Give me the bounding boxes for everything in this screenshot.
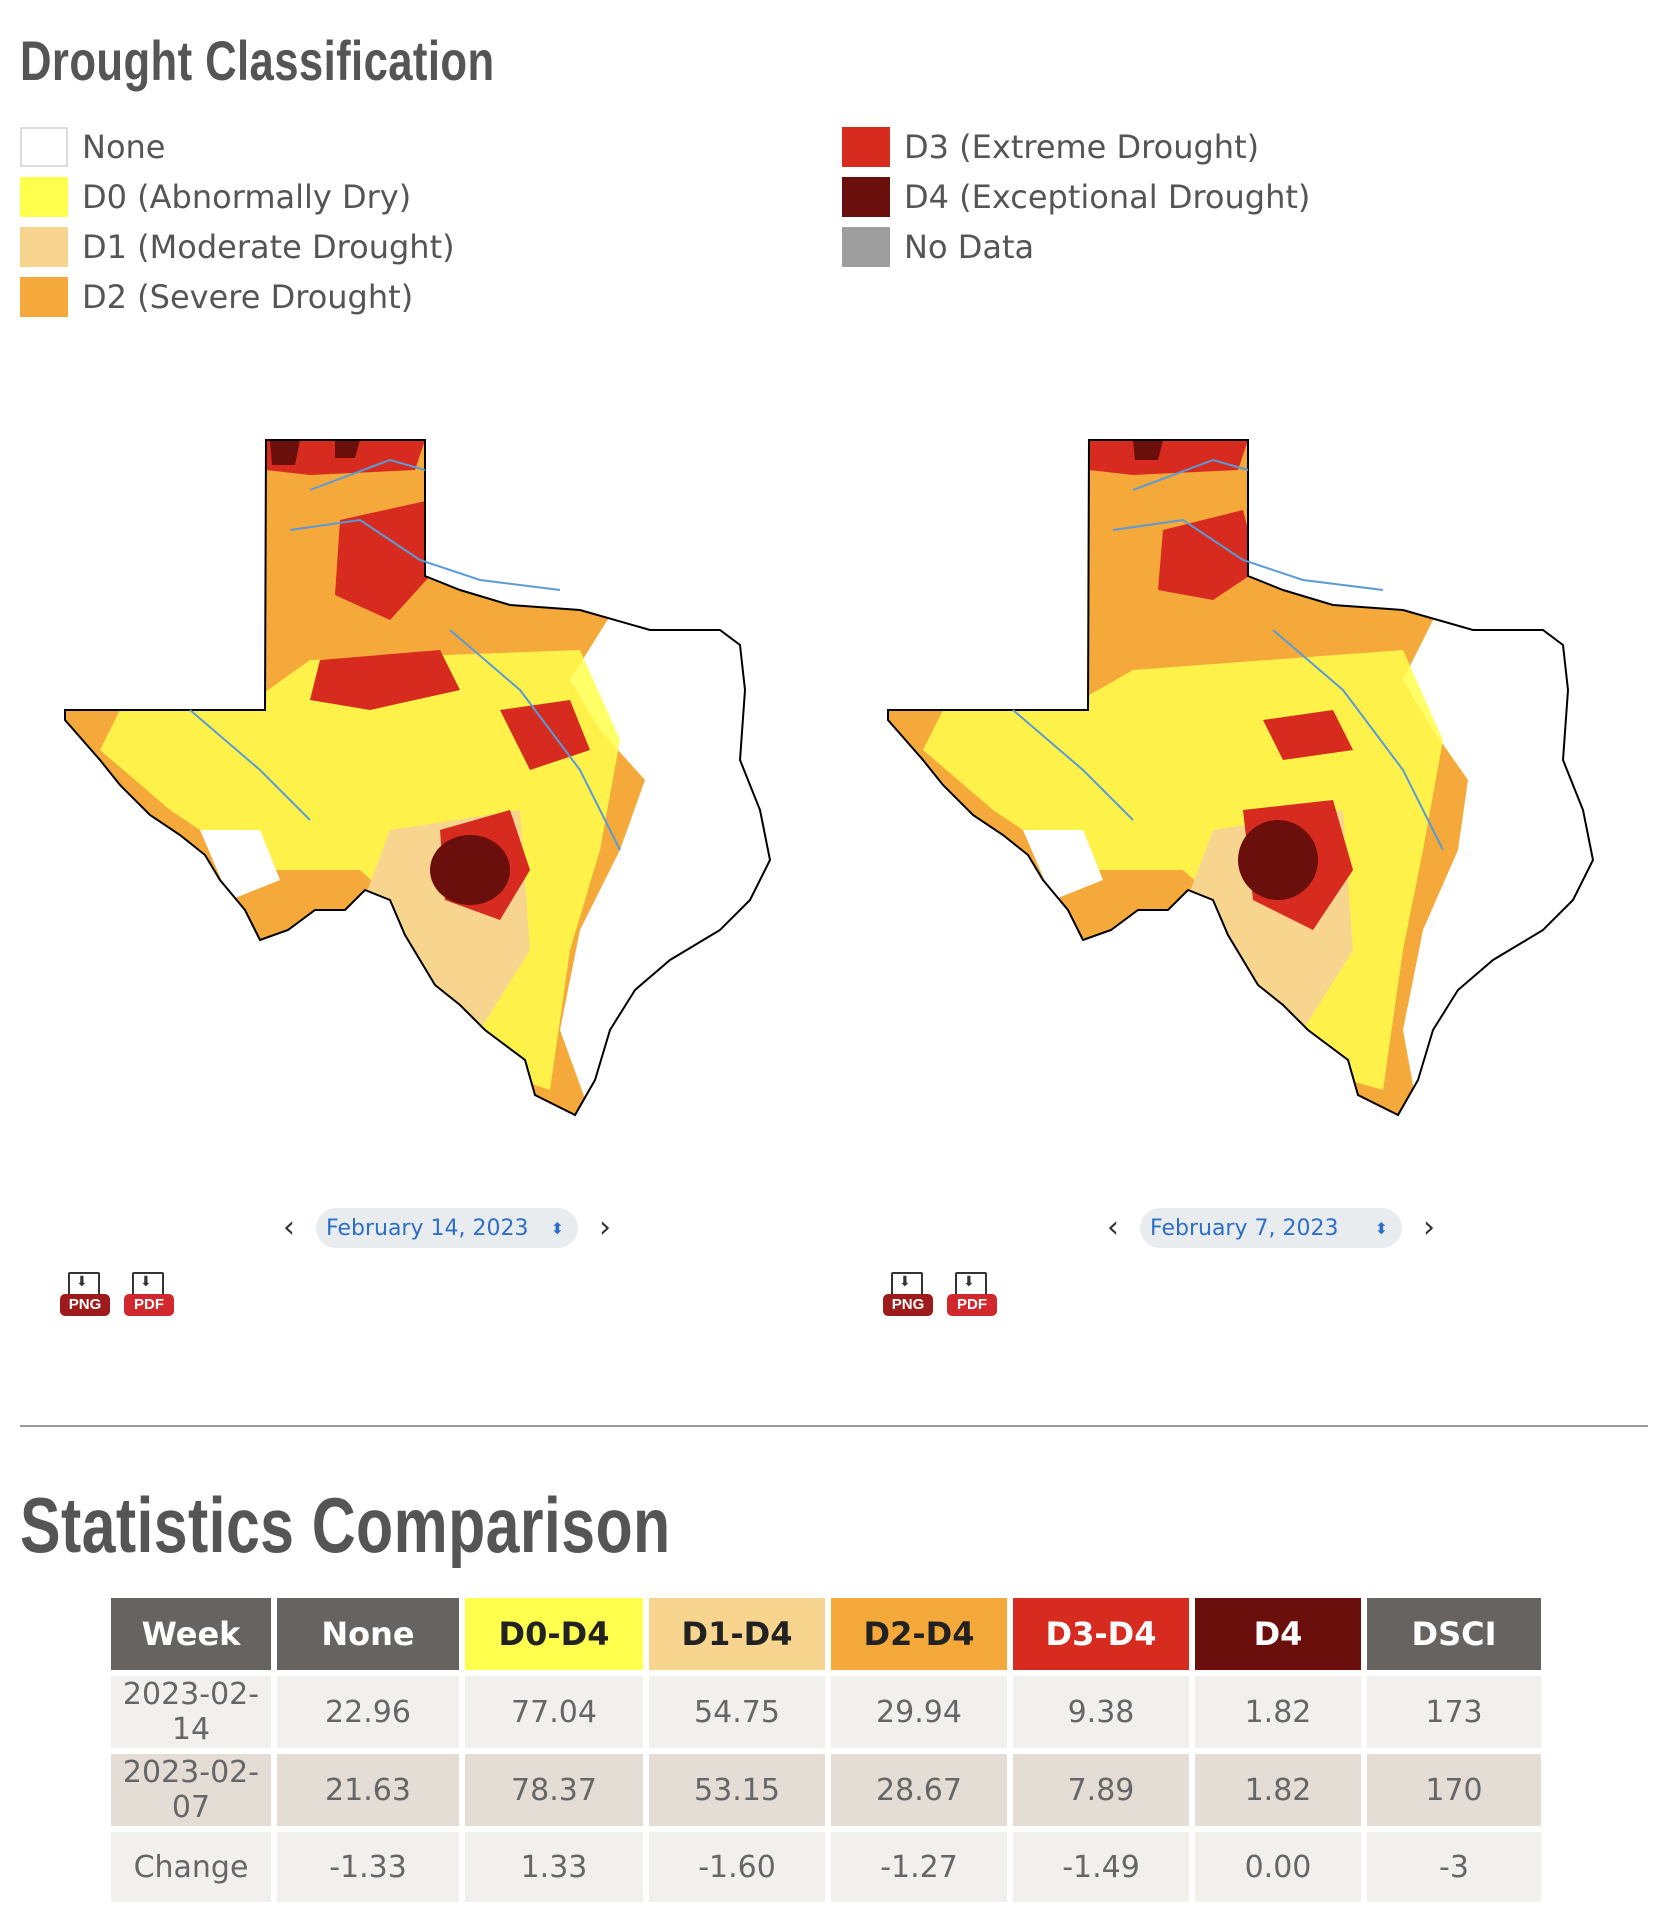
cell-d2-d4: 28.67 <box>831 1754 1007 1826</box>
pdf-download-button[interactable]: PDF <box>124 1272 174 1322</box>
cell-d3-d4: -1.49 <box>1013 1832 1189 1902</box>
cell-none: -1.33 <box>277 1832 459 1902</box>
pdf-label: PDF <box>947 1294 997 1316</box>
legend-label: D1 (Moderate Drought) <box>82 228 455 266</box>
table-row: 2023-02-14 22.96 77.04 54.75 29.94 9.38 … <box>111 1676 1541 1748</box>
header-week: Week <box>111 1598 271 1670</box>
cell-d1-d4: 54.75 <box>649 1676 825 1748</box>
png-label: PNG <box>60 1294 110 1316</box>
texas-map <box>887 439 1595 1117</box>
chevron-left-icon[interactable]: ‹ <box>283 1210 295 1245</box>
legend-label: No Data <box>904 228 1035 266</box>
cell-dsci: 173 <box>1367 1676 1541 1748</box>
updown-icon: ⬍ <box>550 1218 564 1238</box>
legend-swatch <box>20 277 68 317</box>
cell-d0-d4: 77.04 <box>465 1676 643 1748</box>
legend-item-d3: D3 (Extreme Drought) <box>842 122 1310 172</box>
cell-d2-d4: -1.27 <box>831 1832 1007 1902</box>
drought-map-current <box>64 439 772 1117</box>
png-download-button[interactable]: PNG <box>60 1272 110 1322</box>
header-d4: D4 <box>1195 1598 1361 1670</box>
header-d2-d4: D2-D4 <box>831 1598 1007 1670</box>
header-d3-d4: D3-D4 <box>1013 1598 1189 1670</box>
legend-label: D4 (Exceptional Drought) <box>904 178 1311 216</box>
legend-swatch <box>842 177 890 217</box>
cell-week: 2023-02-14 <box>111 1676 271 1748</box>
cell-dsci: -3 <box>1367 1832 1541 1902</box>
cell-week: 2023-02-07 <box>111 1754 271 1826</box>
header-d1-d4: D1-D4 <box>649 1598 825 1670</box>
date-select-value: February 14, 2023 <box>326 1215 529 1241</box>
download-group-previous: PNG PDF <box>883 1272 997 1322</box>
png-label: PNG <box>883 1294 933 1316</box>
chevron-right-icon[interactable]: › <box>599 1210 611 1245</box>
legend-item-no-data: No Data <box>842 222 1310 272</box>
cell-dsci: 170 <box>1367 1754 1541 1826</box>
header-dsci: DSCI <box>1367 1598 1541 1670</box>
texas-map <box>64 439 772 1117</box>
date-select-current[interactable]: February 14, 2023 ⬍ <box>316 1208 578 1248</box>
cell-d2-d4: 29.94 <box>831 1676 1007 1748</box>
cell-none: 21.63 <box>277 1754 459 1826</box>
cell-d4: 1.82 <box>1195 1676 1361 1748</box>
drought-map-previous <box>887 439 1595 1117</box>
legend-swatch <box>842 227 890 267</box>
legend-swatch <box>20 227 68 267</box>
cell-d0-d4: 1.33 <box>465 1832 643 1902</box>
legend-right-column: D3 (Extreme Drought) D4 (Exceptional Dro… <box>842 122 1310 272</box>
legend-item-none: None <box>20 122 455 172</box>
stats-title: Statistics Comparison <box>20 1481 671 1569</box>
pdf-label: PDF <box>124 1294 174 1316</box>
legend-swatch <box>842 127 890 167</box>
cell-d4: 0.00 <box>1195 1832 1361 1902</box>
header-d0-d4: D0-D4 <box>465 1598 643 1670</box>
legend-item-d0: D0 (Abnormally Dry) <box>20 172 455 222</box>
table-row: Change -1.33 1.33 -1.60 -1.27 -1.49 0.00… <box>111 1832 1541 1902</box>
chevron-right-icon[interactable]: › <box>1423 1210 1435 1245</box>
stats-header-row: Week None D0-D4 D1-D4 D2-D4 D3-D4 D4 DSC… <box>111 1598 1541 1670</box>
date-nav-current: ‹ February 14, 2023 ⬍ › <box>276 1208 618 1248</box>
section-divider <box>20 1425 1648 1427</box>
legend-label: None <box>82 128 166 166</box>
legend-label: D2 (Severe Drought) <box>82 278 414 316</box>
date-select-previous[interactable]: February 7, 2023 ⬍ <box>1140 1208 1402 1248</box>
cell-d1-d4: 53.15 <box>649 1754 825 1826</box>
cell-d1-d4: -1.60 <box>649 1832 825 1902</box>
legend-item-d4: D4 (Exceptional Drought) <box>842 172 1310 222</box>
date-nav-previous: ‹ February 7, 2023 ⬍ › <box>1100 1208 1442 1248</box>
legend-label: D3 (Extreme Drought) <box>904 128 1260 166</box>
cell-d0-d4: 78.37 <box>465 1754 643 1826</box>
cell-none: 22.96 <box>277 1676 459 1748</box>
legend-title: Drought Classification <box>20 29 495 92</box>
legend-item-d1: D1 (Moderate Drought) <box>20 222 455 272</box>
updown-icon: ⬍ <box>1374 1218 1388 1238</box>
legend-left-column: None D0 (Abnormally Dry) D1 (Moderate Dr… <box>20 122 455 322</box>
download-group-current: PNG PDF <box>60 1272 174 1322</box>
legend-item-d2: D2 (Severe Drought) <box>20 272 455 322</box>
legend-swatch <box>20 177 68 217</box>
legend-label: D0 (Abnormally Dry) <box>82 178 412 216</box>
pdf-download-button[interactable]: PDF <box>947 1272 997 1322</box>
header-none: None <box>277 1598 459 1670</box>
cell-d3-d4: 9.38 <box>1013 1676 1189 1748</box>
png-download-button[interactable]: PNG <box>883 1272 933 1322</box>
cell-d4: 1.82 <box>1195 1754 1361 1826</box>
cell-d3-d4: 7.89 <box>1013 1754 1189 1826</box>
legend-swatch <box>20 127 68 167</box>
table-row: 2023-02-07 21.63 78.37 53.15 28.67 7.89 … <box>111 1754 1541 1826</box>
chevron-left-icon[interactable]: ‹ <box>1107 1210 1119 1245</box>
date-select-value: February 7, 2023 <box>1150 1215 1339 1241</box>
stats-table: Week None D0-D4 D1-D4 D2-D4 D3-D4 D4 DSC… <box>105 1592 1547 1908</box>
cell-week: Change <box>111 1832 271 1902</box>
